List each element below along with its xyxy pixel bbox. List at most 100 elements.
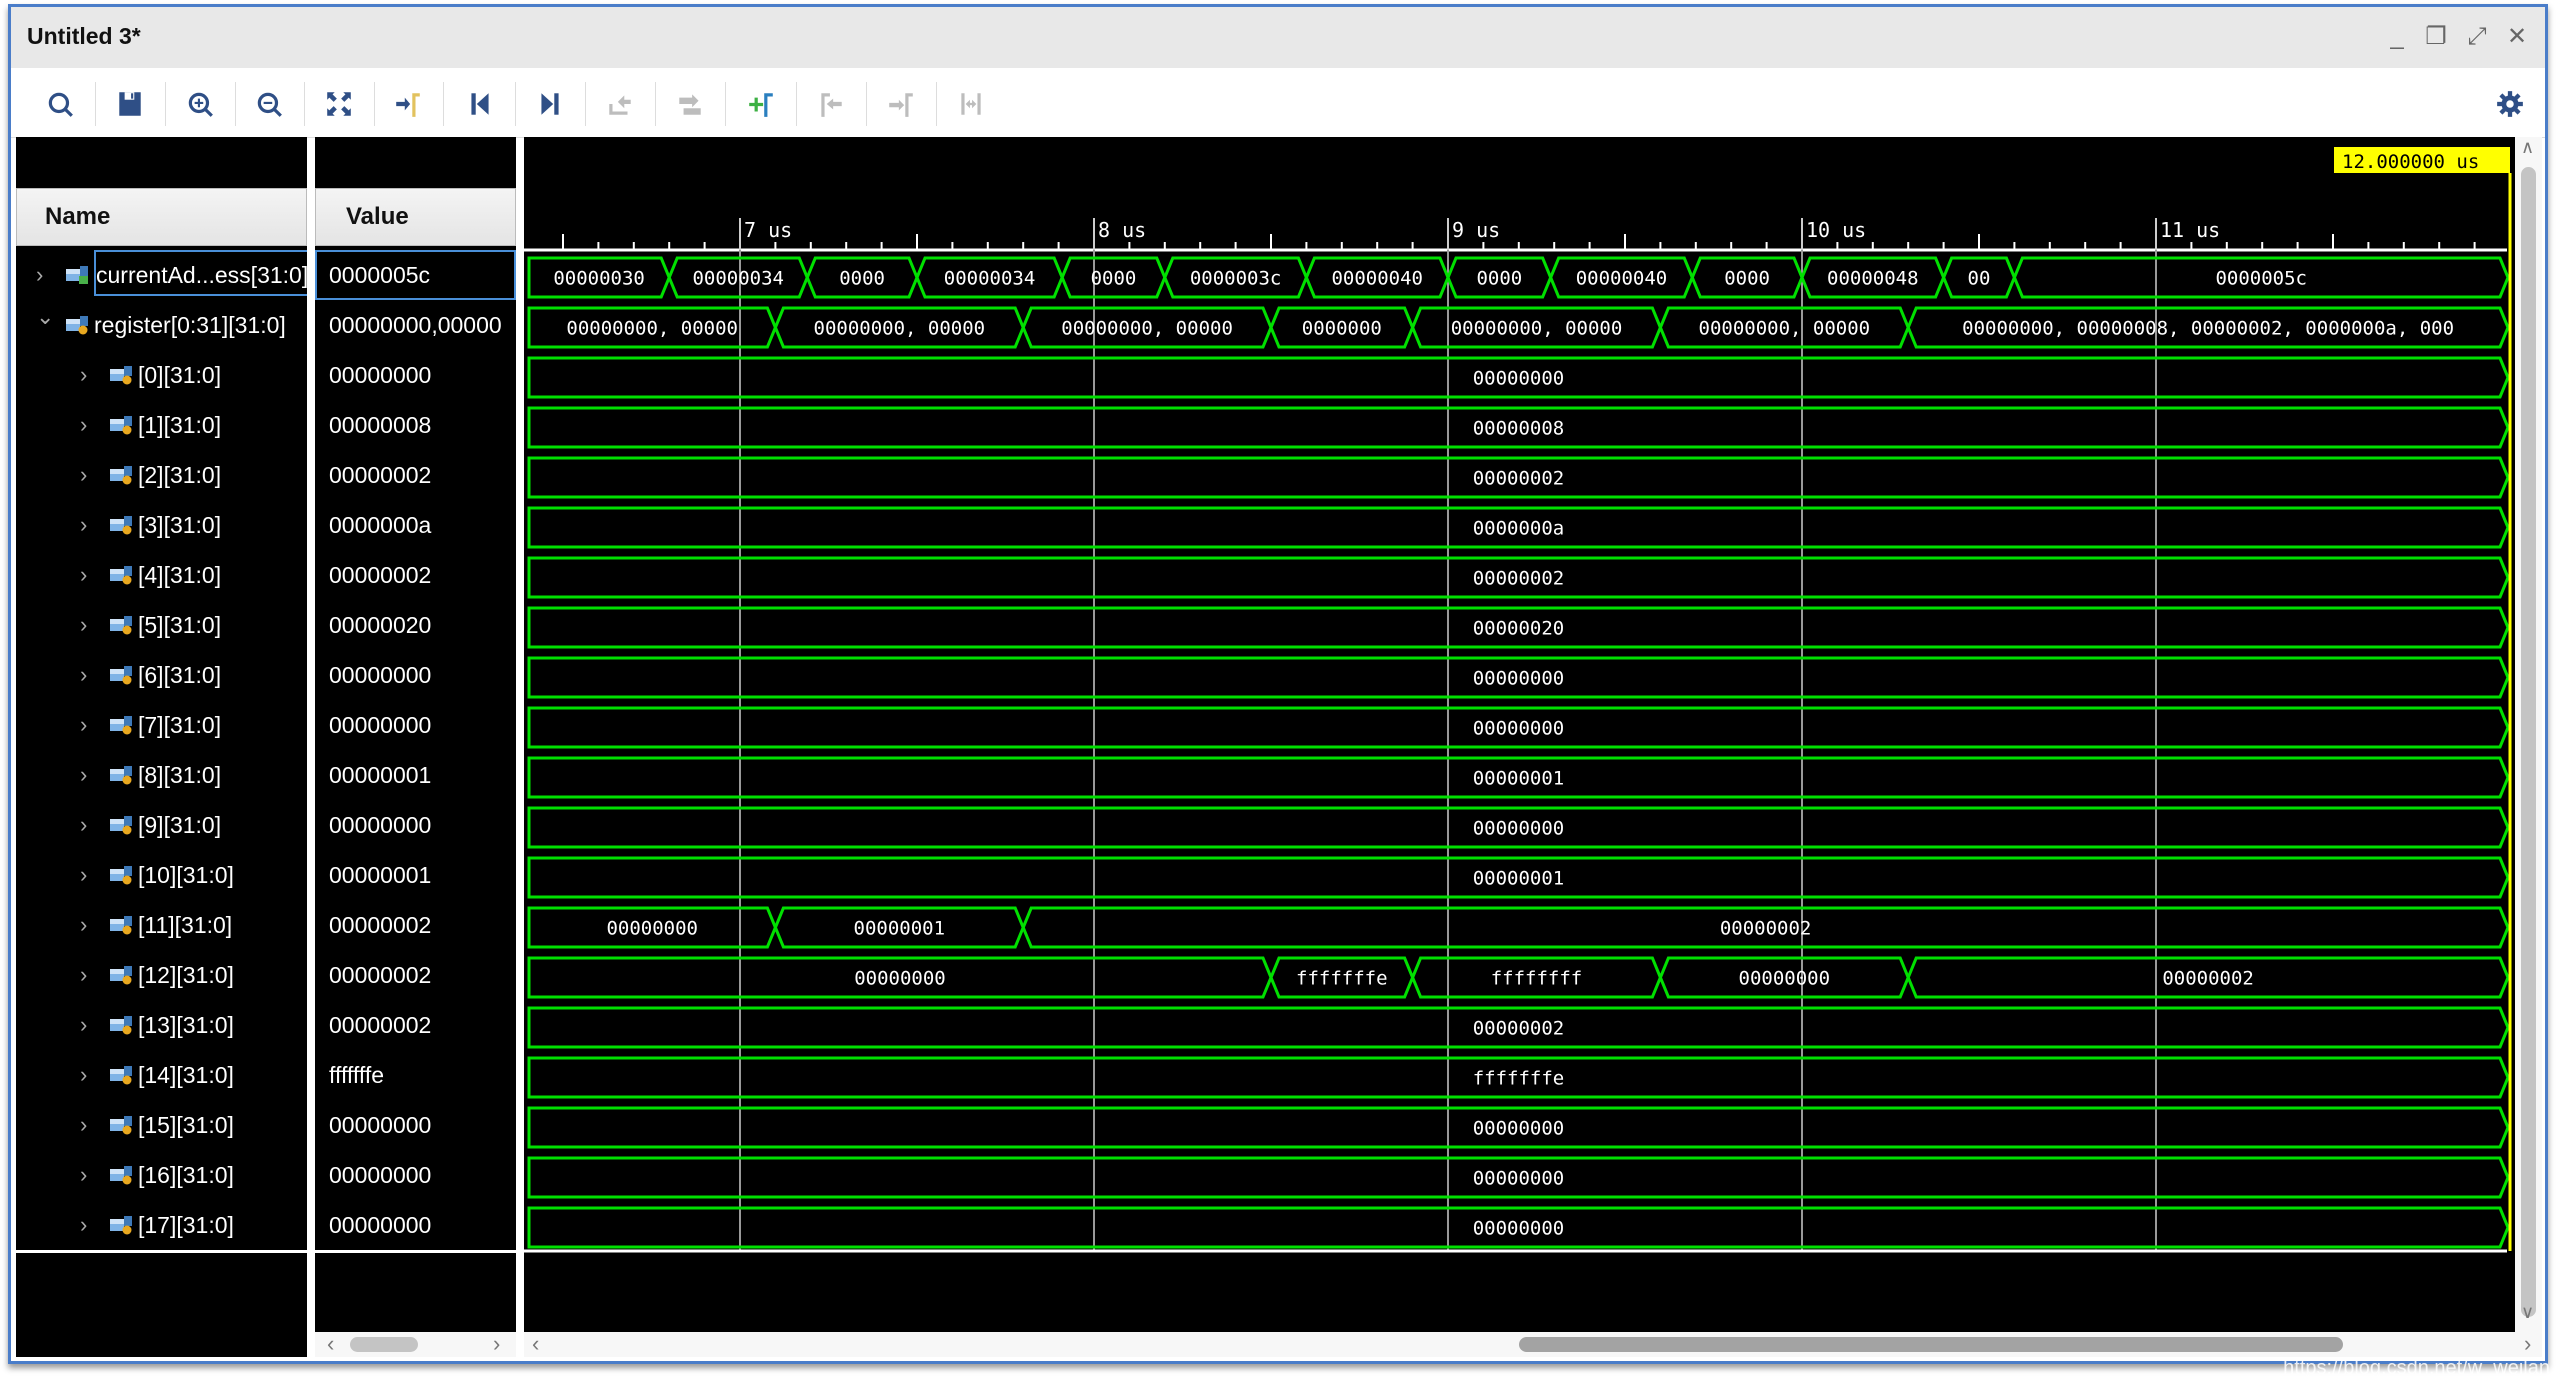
chevron-right-icon[interactable]: › xyxy=(80,1162,88,1187)
toolbar-separator xyxy=(585,82,586,126)
bus-waveform[interactable]: 00000000 xyxy=(527,1106,2510,1149)
chevron-right-icon[interactable]: › xyxy=(80,1062,88,1087)
scrollbar-thumb[interactable] xyxy=(350,1337,418,1352)
chevron-right-icon[interactable]: › xyxy=(80,812,88,837)
swap-cursors-button[interactable] xyxy=(949,82,993,126)
chevron-right-icon[interactable]: › xyxy=(36,262,44,287)
signal-row[interactable]: › [9][31:0] xyxy=(16,800,307,850)
bus-value-label: ffffffff xyxy=(1491,968,1583,990)
signal-row[interactable]: › [13][31:0] xyxy=(16,1000,307,1050)
chevron-down-icon[interactable]: ⌄ xyxy=(36,304,55,329)
bus-waveform[interactable]: 00000000 xyxy=(527,1156,2510,1199)
signal-row[interactable]: › [6][31:0] xyxy=(16,650,307,700)
signal-row[interactable]: › [4][31:0] xyxy=(16,550,307,600)
bus-waveform[interactable]: 00000002 xyxy=(527,456,2510,499)
bus-waveform[interactable]: 00000000 xyxy=(527,356,2510,399)
scrollbar-thumb[interactable] xyxy=(1519,1337,2343,1352)
signal-row[interactable]: › [0][31:0] xyxy=(16,350,307,400)
previous-transition-button[interactable] xyxy=(598,82,642,126)
chevron-right-icon[interactable]: › xyxy=(80,612,88,637)
next-marker-button[interactable] xyxy=(879,82,923,126)
zoom-out-button[interactable] xyxy=(247,82,291,126)
signal-row[interactable]: › [17][31:0] xyxy=(16,1200,307,1250)
bus-waveform[interactable]: 00000020 xyxy=(527,606,2510,649)
chevron-right-icon[interactable]: › xyxy=(80,462,88,487)
scroll-left-icon[interactable]: ‹ xyxy=(532,1331,540,1356)
chevron-right-icon[interactable]: › xyxy=(80,662,88,687)
bus-waveform[interactable]: 00000000 fffffffe ffffffff 00000000 00000002 xyxy=(527,956,2510,999)
minimize-button[interactable]: _ xyxy=(2390,23,2404,50)
chevron-right-icon[interactable]: › xyxy=(80,912,88,937)
signal-row[interactable]: › [1][31:0] xyxy=(16,400,307,450)
add-marker-button[interactable] xyxy=(739,82,783,126)
chevron-right-icon[interactable]: › xyxy=(80,712,88,737)
chevron-right-icon[interactable]: › xyxy=(80,1112,88,1137)
bus-waveform[interactable]: 00000000 00000001 00000002 xyxy=(527,906,2510,949)
signal-row[interactable]: › [10][31:0] xyxy=(16,850,307,900)
scroll-down-icon[interactable]: ∨ xyxy=(2521,1302,2535,1322)
next-transition-button[interactable] xyxy=(668,82,712,126)
name-column-header[interactable]: Name xyxy=(16,188,307,246)
bus-waveform[interactable]: 00000000 xyxy=(527,656,2510,699)
signal-row[interactable]: › [3][31:0] xyxy=(16,500,307,550)
signal-row[interactable]: › [15][31:0] xyxy=(16,1100,307,1150)
value-column-header[interactable]: Value xyxy=(315,188,516,246)
toolbar-separator xyxy=(374,82,375,126)
chevron-right-icon[interactable]: › xyxy=(80,962,88,987)
bus-waveform[interactable]: 00000008 xyxy=(527,406,2510,449)
bus-waveform[interactable]: 00000002 xyxy=(527,556,2510,599)
signal-row[interactable]: › [7][31:0] xyxy=(16,700,307,750)
close-button[interactable]: ✕ xyxy=(2506,23,2528,50)
search-button[interactable] xyxy=(38,82,82,126)
signal-row[interactable]: › [2][31:0] xyxy=(16,450,307,500)
bus-waveform[interactable]: 0000000a xyxy=(527,506,2510,549)
chevron-right-icon[interactable]: › xyxy=(80,362,88,387)
signal-row[interactable]: ⌄ register[0:31][31:0] xyxy=(16,300,307,350)
bus-waveform[interactable]: 00000001 xyxy=(527,856,2510,899)
signal-name-list: › currentAd...ess[31:0] ⌄ register[0:31][31… xyxy=(16,250,307,1250)
chevron-right-icon[interactable]: › xyxy=(80,1212,88,1237)
signal-row[interactable]: › [14][31:0] xyxy=(16,1050,307,1100)
zoom-in-button[interactable] xyxy=(178,82,222,126)
zoom-fit-button[interactable] xyxy=(317,82,361,126)
bus-waveform[interactable]: 00000000 xyxy=(527,706,2510,749)
scroll-right-icon[interactable]: › xyxy=(493,1331,501,1356)
value-horizontal-scrollbar[interactable]: ‹ › xyxy=(315,1331,516,1357)
chevron-right-icon[interactable]: › xyxy=(80,1012,88,1037)
bus-waveform[interactable]: 00000001 xyxy=(527,756,2510,799)
bus-waveform[interactable]: 00000000, 00000 00000000, 00000 00000000, … xyxy=(527,306,2510,349)
bus-waveform[interactable]: 00000000 xyxy=(527,806,2510,849)
chevron-right-icon[interactable]: › xyxy=(80,762,88,787)
settings-button[interactable] xyxy=(2488,82,2532,126)
signal-row[interactable]: › [12][31:0] xyxy=(16,950,307,1000)
previous-marker-button[interactable] xyxy=(809,82,853,126)
go-to-cursor-button[interactable] xyxy=(386,82,430,126)
chevron-right-icon[interactable]: › xyxy=(80,862,88,887)
vertical-scrollbar[interactable]: ∧ ∨ xyxy=(2515,137,2542,1332)
chevron-right-icon[interactable]: › xyxy=(80,562,88,587)
bus-segment xyxy=(1906,306,2510,349)
signal-row[interactable]: › [5][31:0] xyxy=(16,600,307,650)
go-to-time-zero-button[interactable] xyxy=(458,82,502,126)
scrollbar-thumb[interactable] xyxy=(2521,167,2536,1317)
signal-row[interactable]: › [8][31:0] xyxy=(16,750,307,800)
chevron-right-icon[interactable]: › xyxy=(80,512,88,537)
signal-row[interactable]: › [16][31:0] xyxy=(16,1150,307,1200)
bus-waveform[interactable]: 00000000 xyxy=(527,1206,2510,1249)
signal-row[interactable]: › [11][31:0] xyxy=(16,900,307,950)
scroll-left-icon[interactable]: ‹ xyxy=(327,1331,335,1356)
bus-waveform[interactable]: 00000030 00000034 0000 00000034 0000 0000003c… xyxy=(527,256,2510,299)
scroll-right-icon[interactable]: › xyxy=(2524,1331,2532,1356)
scroll-up-icon[interactable]: ∧ xyxy=(2521,137,2535,157)
bus-waveform[interactable]: 00000002 xyxy=(527,1006,2510,1049)
restore-button[interactable]: ❐ xyxy=(2425,23,2447,50)
maximize-button[interactable]: ⤢ xyxy=(2467,23,2487,50)
go-to-last-time-button[interactable] xyxy=(528,82,572,126)
chevron-right-icon[interactable]: › xyxy=(80,412,88,437)
signal-row[interactable]: › currentAd...ess[31:0] xyxy=(16,250,307,300)
bus-waveform[interactable]: fffffffe xyxy=(527,1056,2510,1099)
bus-segment xyxy=(2012,256,2510,299)
save-button[interactable] xyxy=(108,82,152,126)
waveform-horizontal-scrollbar[interactable]: ‹ › xyxy=(524,1331,2542,1357)
